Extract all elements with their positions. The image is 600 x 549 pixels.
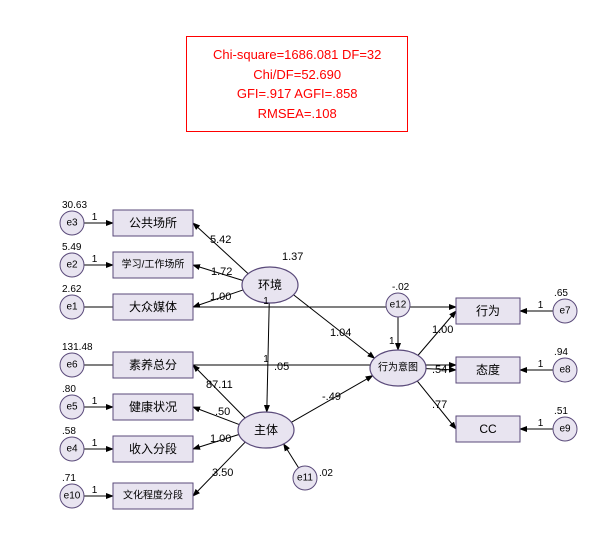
svg-text:.05: .05 xyxy=(274,361,289,373)
svg-text:1: 1 xyxy=(389,336,395,347)
svg-text:态度: 态度 xyxy=(476,362,500,377)
svg-text:e1: e1 xyxy=(66,302,78,313)
svg-text:1: 1 xyxy=(92,485,98,496)
svg-text:2.62: 2.62 xyxy=(62,284,82,295)
svg-text:e8: e8 xyxy=(559,365,571,376)
svg-text:3.50: 3.50 xyxy=(212,467,233,479)
svg-text:.65: .65 xyxy=(554,288,568,299)
svg-text:e11: e11 xyxy=(297,473,313,484)
svg-text:e3: e3 xyxy=(66,218,78,229)
svg-text:.80: .80 xyxy=(62,384,76,395)
svg-text:1: 1 xyxy=(92,396,98,407)
svg-text:e2: e2 xyxy=(66,260,78,271)
svg-text:CC: CC xyxy=(479,422,497,436)
svg-text:-.02: -.02 xyxy=(392,282,410,293)
svg-text:e10: e10 xyxy=(64,491,81,502)
svg-text:5.42: 5.42 xyxy=(210,234,231,246)
svg-text:1: 1 xyxy=(538,300,544,311)
svg-text:.94: .94 xyxy=(554,347,568,358)
svg-text:87.11: 87.11 xyxy=(206,379,233,391)
svg-text:.77: .77 xyxy=(432,399,447,411)
svg-text:.02: .02 xyxy=(319,468,333,479)
svg-text:收入分段: 收入分段 xyxy=(129,441,177,456)
svg-text:公共场所: 公共场所 xyxy=(129,216,177,230)
sem-diagram: 公共场所学习/工作场所大众媒体素养总分健康状况收入分段文化程度分段 行为态度 CC 环… xyxy=(0,0,600,549)
svg-text:1.00: 1.00 xyxy=(210,291,231,303)
svg-text:131.48: 131.48 xyxy=(62,342,93,353)
svg-text:e9: e9 xyxy=(559,424,571,435)
svg-text:大众媒体: 大众媒体 xyxy=(129,300,177,314)
svg-text:.51: .51 xyxy=(554,406,568,417)
svg-text:.58: .58 xyxy=(62,426,76,437)
svg-text:1.00: 1.00 xyxy=(432,324,453,336)
svg-text:行为: 行为 xyxy=(476,304,500,318)
svg-text:.50: .50 xyxy=(215,406,230,418)
svg-text:1: 1 xyxy=(92,212,98,223)
svg-text:e6: e6 xyxy=(66,360,78,371)
svg-text:e5: e5 xyxy=(66,402,78,413)
svg-text:1.00: 1.00 xyxy=(210,433,231,445)
svg-text:主体: 主体 xyxy=(254,423,278,437)
svg-text:.54: .54 xyxy=(432,364,447,376)
svg-text:1: 1 xyxy=(538,418,544,429)
svg-text:.71: .71 xyxy=(62,473,76,484)
svg-text:e7: e7 xyxy=(559,306,571,317)
svg-text:1: 1 xyxy=(538,359,544,370)
svg-text:1: 1 xyxy=(92,438,98,449)
svg-text:学习/工作场所: 学习/工作场所 xyxy=(122,258,185,271)
svg-text:1.04: 1.04 xyxy=(330,327,351,339)
svg-text:1: 1 xyxy=(263,354,269,365)
diagram-page: Chi-square=1686.081 DF=32 Chi/DF=52.690 … xyxy=(0,0,600,549)
svg-text:1.37: 1.37 xyxy=(282,251,303,263)
svg-text:1: 1 xyxy=(92,254,98,265)
svg-text:-.49: -.49 xyxy=(322,391,341,403)
svg-text:健康状况: 健康状况 xyxy=(129,399,177,414)
svg-text:e12: e12 xyxy=(390,300,407,311)
svg-text:1.72: 1.72 xyxy=(211,266,232,278)
svg-text:素养总分: 素养总分 xyxy=(129,357,177,372)
svg-text:1: 1 xyxy=(263,296,269,307)
svg-text:环境: 环境 xyxy=(258,277,282,292)
svg-text:文化程度分段: 文化程度分段 xyxy=(123,489,183,502)
svg-text:30.63: 30.63 xyxy=(62,200,87,211)
svg-text:行为意图: 行为意图 xyxy=(378,361,418,374)
svg-text:5.49: 5.49 xyxy=(62,242,82,253)
svg-text:e4: e4 xyxy=(66,444,78,455)
